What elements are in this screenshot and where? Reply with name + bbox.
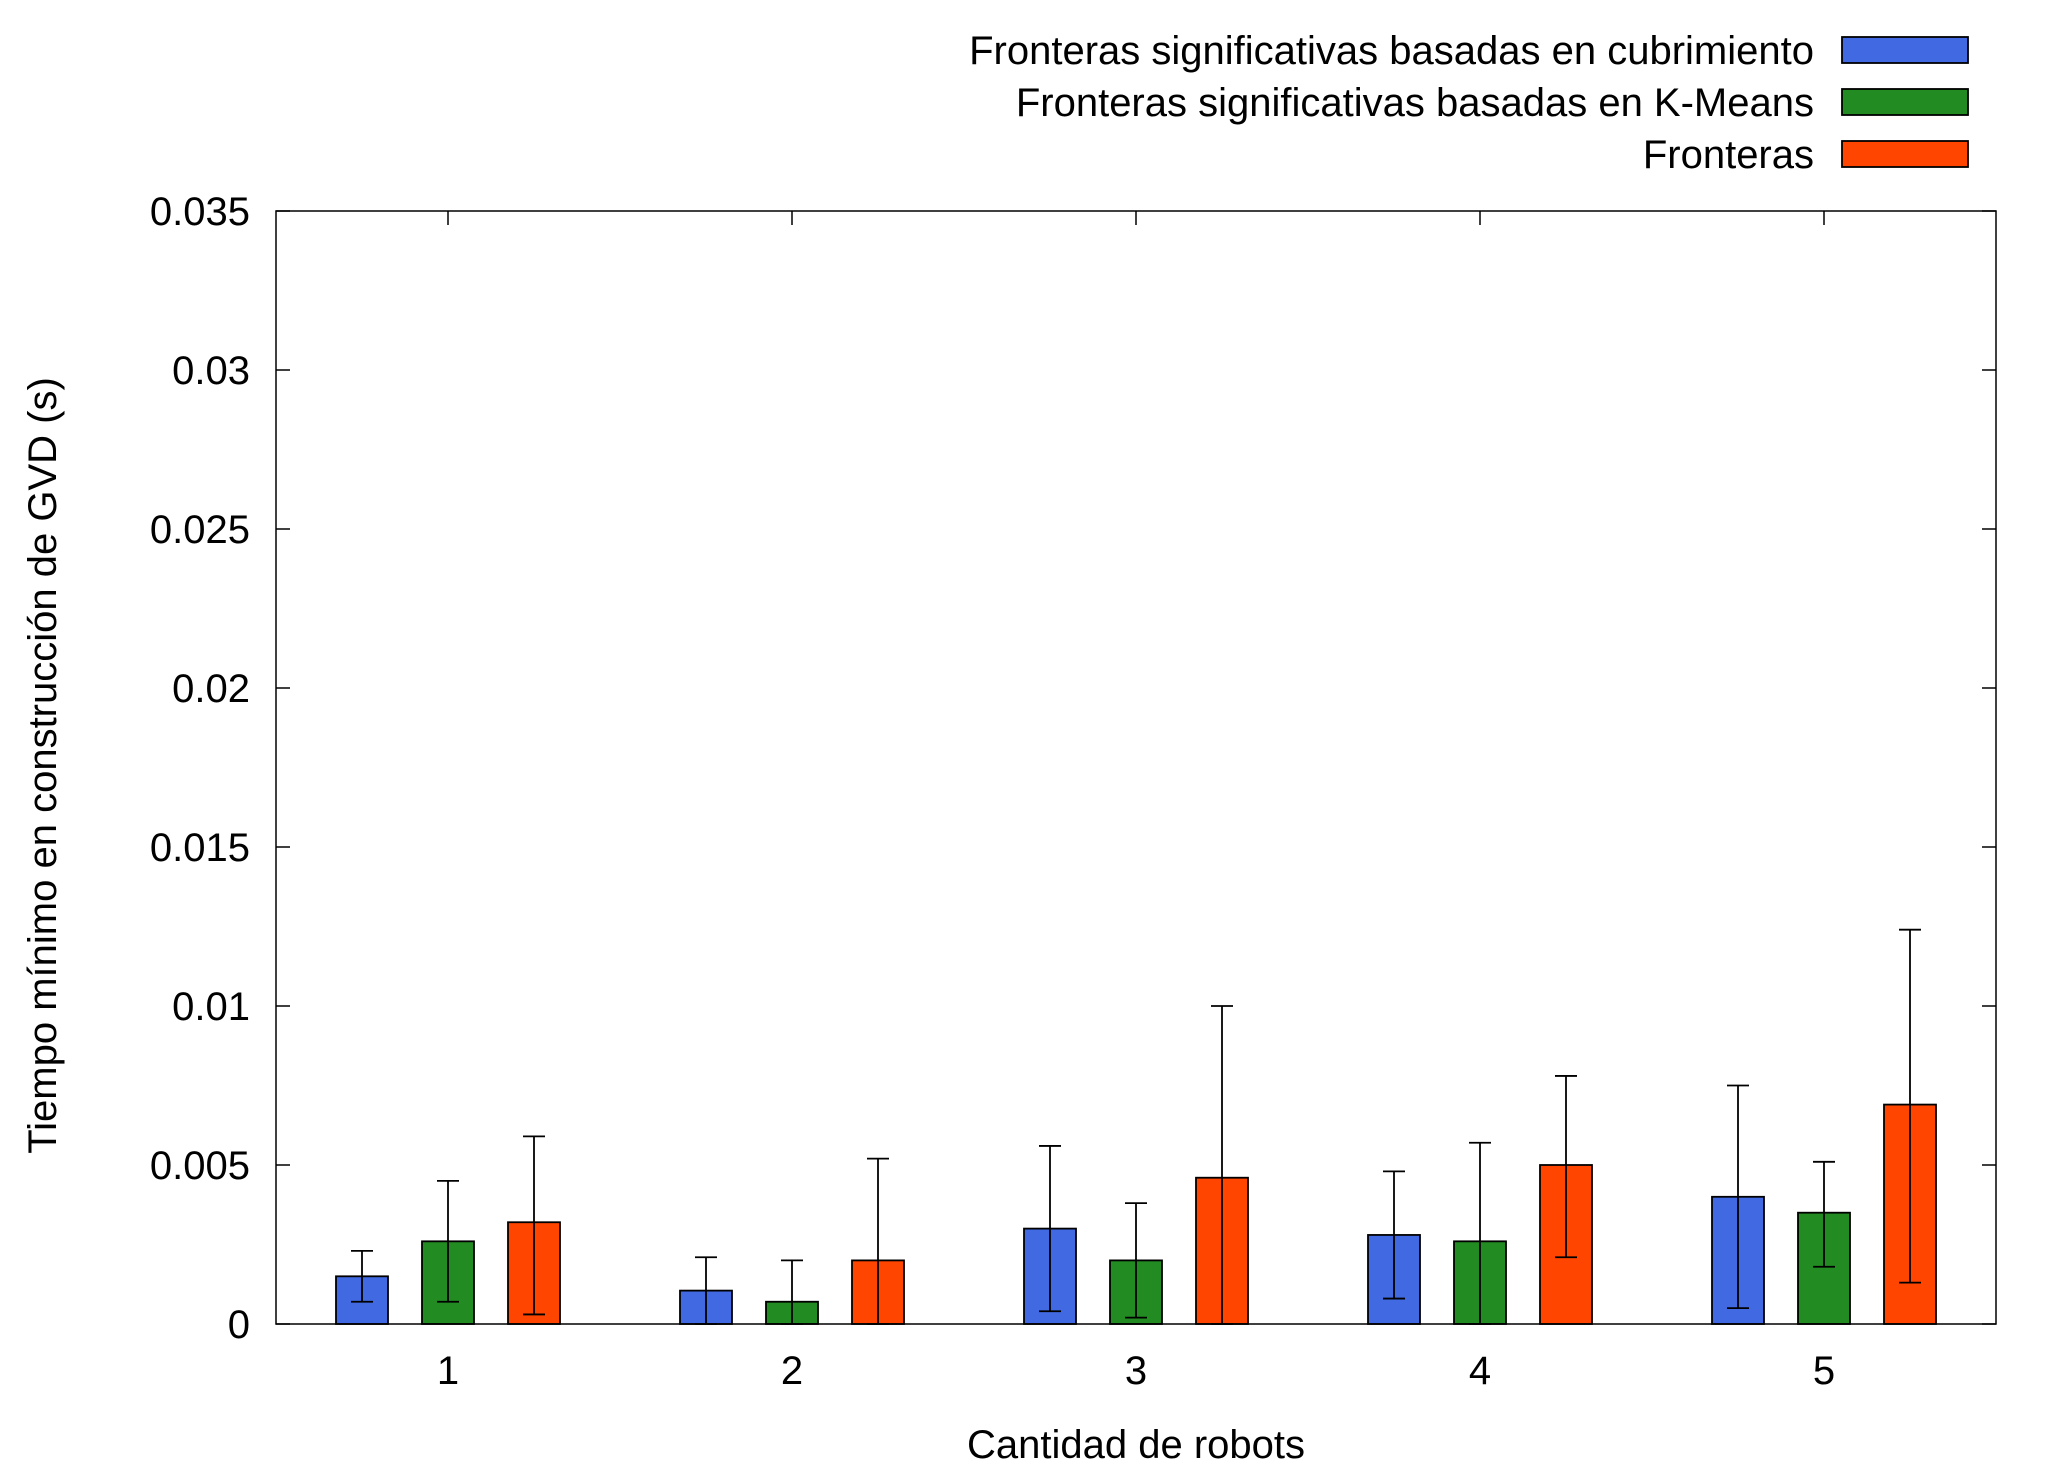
legend-swatch — [1841, 36, 1969, 64]
error-bars — [351, 928, 1921, 1325]
y-tick-label: 0.03 — [172, 349, 250, 393]
y-tick-label: 0.025 — [150, 508, 250, 552]
y-tick-label: 0.02 — [172, 667, 250, 711]
tick-labels: 0 0.005 0.01 0.015 0.02 0.025 0.03 0.035 1 2 3 4 5 — [150, 190, 1835, 1393]
x-tick-label: 1 — [437, 1349, 459, 1393]
x-tick-label: 3 — [1125, 1349, 1147, 1393]
y-tick-label: 0 — [228, 1303, 250, 1347]
y-axis-label: Tiempo mínimo en construcción de GVD (s) — [21, 377, 65, 1154]
legend-label: Fronteras — [1643, 133, 1814, 177]
x-tick-label: 2 — [781, 1349, 803, 1393]
legend-label: Fronteras significativas basadas en cubr… — [969, 29, 1814, 73]
y-tick-label: 0.01 — [172, 985, 250, 1029]
x-axis-label: Cantidad de robots — [967, 1423, 1305, 1467]
legend-label: Fronteras significativas basadas en K-Me… — [1016, 81, 1814, 125]
legend-swatch — [1841, 140, 1969, 168]
x-tick-label: 5 — [1813, 1349, 1835, 1393]
plot-frame — [275, 210, 1997, 1325]
y-tick-label: 0.005 — [150, 1144, 250, 1188]
x-tick-label: 4 — [1469, 1349, 1491, 1393]
y-tick-label: 0.035 — [150, 190, 250, 234]
y-tick-label: 0.015 — [150, 826, 250, 870]
legend: Fronteras significativas basadas en cubr… — [969, 29, 1969, 177]
legend-swatch — [1841, 88, 1969, 116]
